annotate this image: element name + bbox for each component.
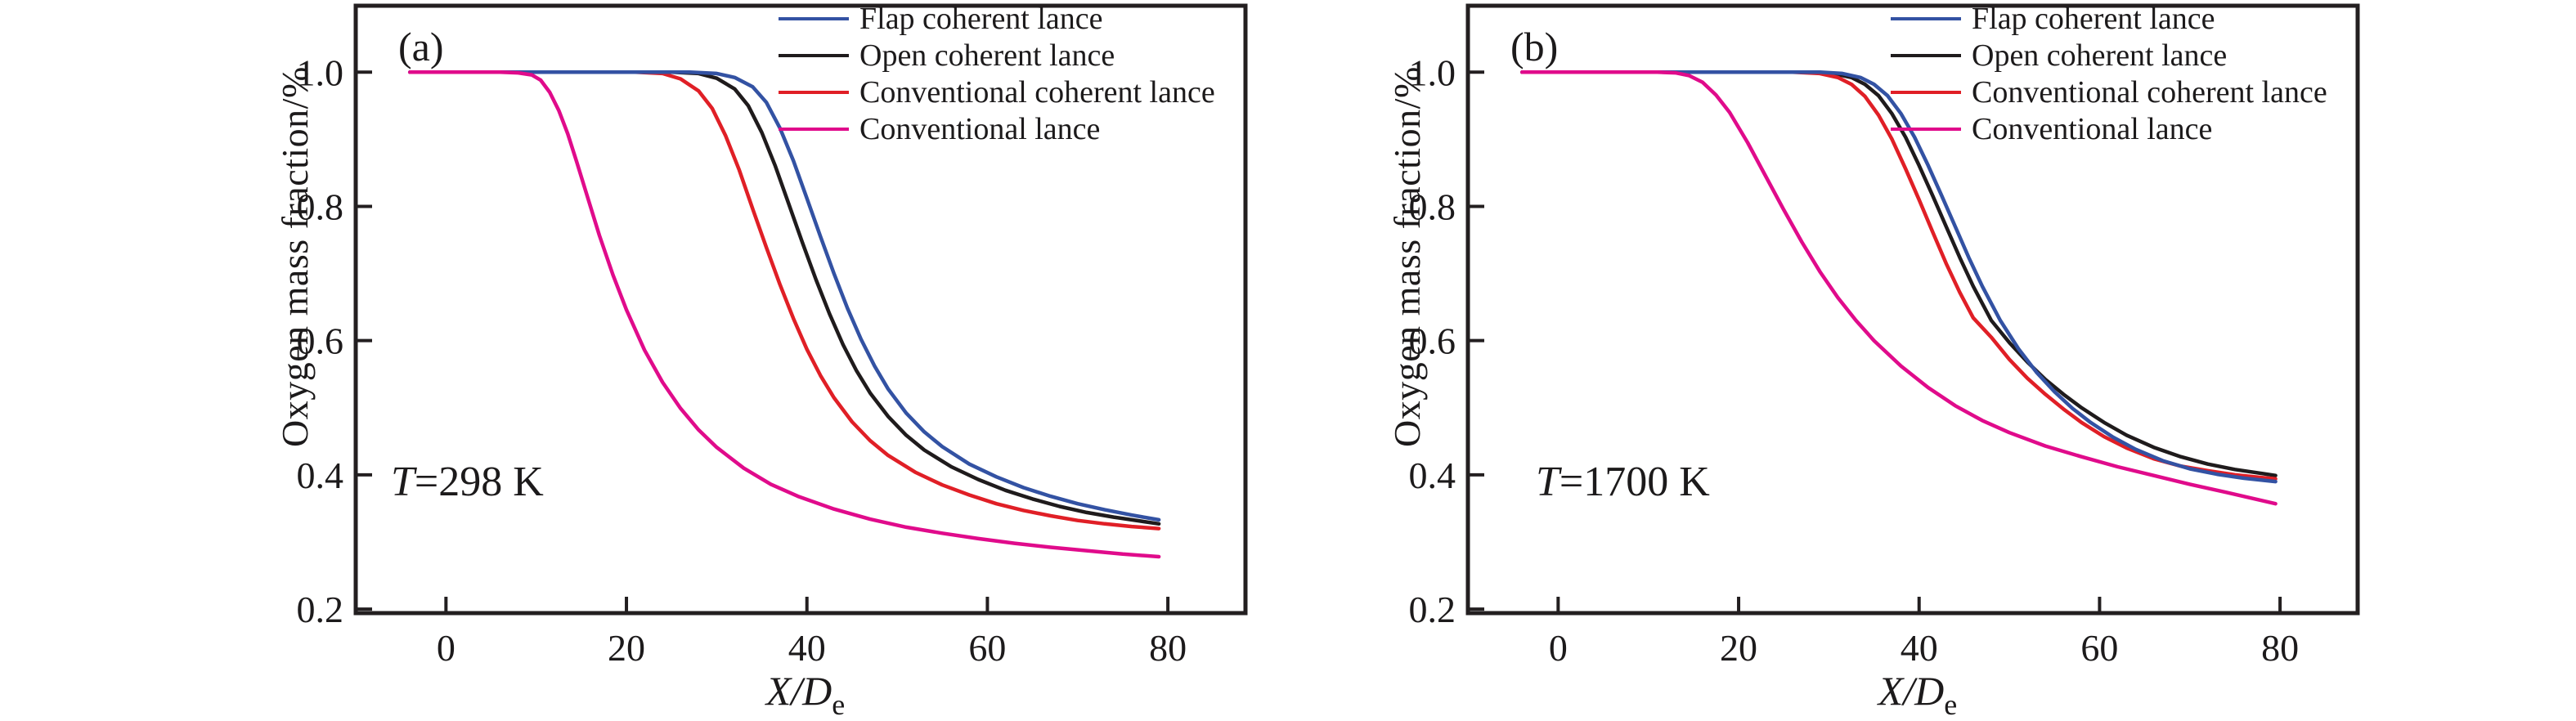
curve-flap-coherent-lance [1519, 70, 2278, 484]
x-tick-label: 0 [437, 627, 456, 669]
y-tick-label: 0.8 [297, 186, 344, 227]
annotation-b: T=1700 K [1536, 458, 1710, 506]
x-axis-title-a-main: X/D [765, 668, 832, 714]
curve-conventional-lance [1519, 70, 2278, 506]
y-axis-title-a: Oxygen mass fraction/% [274, 66, 316, 447]
panel-label-b: (b) [1510, 24, 1559, 69]
curve-conventional-coherent-lance [407, 70, 1161, 531]
annotation-b-symbol: T [1536, 459, 1560, 505]
x-tick-label: 80 [2261, 627, 2299, 669]
legend-label: Flap coherent lance [859, 1, 1103, 36]
legend-item-open-coherent-lance: Open coherent lance [779, 37, 1215, 74]
plot-frame [353, 3, 1248, 616]
x-axis-title-a-sub: e [832, 688, 846, 721]
plot-frame [1465, 3, 2360, 616]
x-tick-label: 80 [1149, 627, 1187, 669]
curve-flap-coherent-lance [407, 70, 1161, 522]
legend-item-conventional-lance: Conventional lance [779, 110, 1215, 147]
y-tick-label: 0.8 [1409, 186, 1456, 227]
legend-label: Conventional coherent lance [1972, 74, 2327, 110]
legend-line-flap-coherent-lance [1891, 16, 1961, 20]
y-tick-label: 0.4 [1409, 455, 1456, 496]
y-axis-title-b: Oxygen mass fraction/% [1386, 66, 1428, 447]
x-tick-label: 20 [1720, 627, 1757, 669]
legend-label: Flap coherent lance [1972, 1, 2215, 36]
legend-item-conventional-coherent-lance: Conventional coherent lance [1891, 74, 2327, 110]
legend-a: Flap coherent lance Open coherent lance Co… [779, 0, 1215, 147]
y-tick-label: 0.6 [1409, 320, 1456, 362]
legend-line-flap-coherent-lance [779, 16, 849, 20]
legend-b: Flap coherent lance Open coherent lance Co… [1891, 0, 2327, 147]
y-tick-label: 0.2 [297, 589, 344, 630]
legend-line-conventional-coherent-lance [1891, 90, 1961, 94]
legend-line-conventional-lance [1891, 127, 1961, 131]
x-tick-label: 40 [788, 627, 826, 669]
legend-item-conventional-lance: Conventional lance [1891, 110, 2327, 147]
y-tick-label: 0.6 [297, 320, 344, 362]
curve-conventional-lance [407, 70, 1161, 559]
annotation-a: T=298 K [391, 458, 544, 506]
legend-line-conventional-lance [779, 127, 849, 131]
x-axis-title-b-sub: e [1944, 688, 1958, 721]
legend-item-conventional-coherent-lance: Conventional coherent lance [779, 74, 1215, 110]
legend-label: Conventional lance [1972, 111, 2213, 146]
annotation-a-value: =298 K [414, 459, 544, 505]
legend-line-conventional-coherent-lance [779, 90, 849, 94]
y-tick-label: 0.2 [1409, 589, 1456, 630]
x-axis-title-b: X/De [1828, 667, 2008, 721]
y-tick-label: 0.4 [297, 455, 344, 496]
chart-b: 0 20 40 60 80 0.2 0.4 0.6 0.8 1.0 [1409, 3, 2360, 669]
annotation-a-symbol: T [391, 459, 415, 505]
x-tick-label: 0 [1549, 627, 1568, 669]
legend-label: Open coherent lance [859, 38, 1115, 73]
x-tick-label: 60 [2080, 627, 2118, 669]
curve-open-coherent-lance [407, 70, 1161, 526]
legend-label: Conventional lance [859, 111, 1101, 146]
y-tick-label: 1.0 [297, 52, 344, 93]
curve-open-coherent-lance [1519, 70, 2278, 477]
legend-line-open-coherent-lance [779, 53, 849, 57]
legend-label: Open coherent lance [1972, 38, 2228, 73]
x-tick-label: 40 [1901, 627, 1938, 669]
panel-label-a: (a) [398, 24, 444, 69]
legend-item-flap-coherent-lance: Flap coherent lance [1891, 0, 2327, 37]
x-tick-label: 60 [968, 627, 1006, 669]
x-axis-title-b-main: X/D [1878, 668, 1945, 714]
x-tick-label: 20 [608, 627, 645, 669]
annotation-b-value: =1700 K [1559, 459, 1710, 505]
legend-line-open-coherent-lance [1891, 53, 1961, 57]
x-axis-title-a: X/De [716, 667, 895, 721]
legend-item-open-coherent-lance: Open coherent lance [1891, 37, 2327, 74]
y-tick-label: 1.0 [1409, 52, 1456, 93]
chart-a: 0 20 40 60 80 0.2 0.4 0.6 0.8 1.0 [297, 3, 1248, 669]
legend-item-flap-coherent-lance: Flap coherent lance [779, 0, 1215, 37]
legend-label: Conventional coherent lance [859, 74, 1215, 110]
